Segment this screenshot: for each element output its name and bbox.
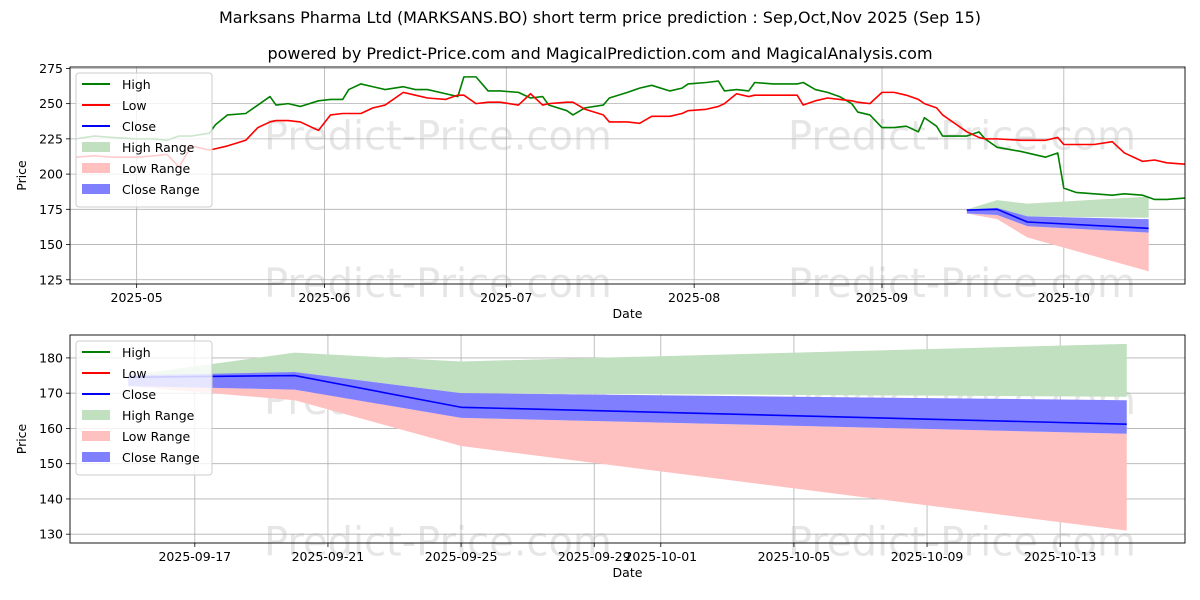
axes-frame [69, 66, 1186, 285]
legend: High Low Close High Range Low Range Close Ran… [75, 72, 213, 208]
x-tick-label: 2025-10-09 [891, 549, 964, 564]
legend-label: Low [122, 98, 147, 113]
x-axis-label: Date [613, 306, 643, 321]
legend-swatch-patch [82, 410, 110, 420]
x-tick-label: 2025-09-21 [292, 549, 365, 564]
legend-label: Close [122, 387, 156, 402]
legend-swatch-patch [82, 163, 110, 173]
x-tick-label: 2025-10 [1038, 290, 1090, 305]
y-axis-label: Price [14, 423, 29, 454]
plot-area [75, 76, 1185, 272]
watermark-text: Predict-Price.com [788, 519, 1136, 565]
low-range-band [128, 386, 1127, 531]
legend-swatch-patch [82, 142, 110, 152]
high-range-band [966, 196, 1149, 218]
x-axis-label: Date [613, 565, 643, 580]
legend-label: Low Range [122, 429, 191, 444]
x-tick-label: 2025-10-05 [758, 549, 831, 564]
legend-label: Low Range [122, 161, 191, 176]
legend-label: High [122, 345, 151, 360]
y-tick-label: 250 [39, 96, 63, 111]
panel-bottom: Predict-Price.comPredict-Price.comPredic… [14, 334, 1186, 580]
chart-title: Marksans Pharma Ltd (MARKSANS.BO) short … [218, 8, 981, 27]
x-tick-label: 2025-07 [480, 290, 532, 305]
y-tick-label: 175 [39, 202, 63, 217]
legend-label: Close Range [122, 182, 200, 197]
x-tick-label: 2025-09 [856, 290, 908, 305]
y-tick-label: 180 [39, 350, 63, 365]
axes-frame [69, 334, 1186, 544]
chart-subtitle: powered by Predict-Price.com and Magical… [267, 44, 933, 63]
legend-swatch-patch [82, 431, 110, 441]
y-axis-label: Price [14, 160, 29, 191]
close-line [966, 208, 1149, 230]
y-tick-label: 275 [39, 61, 63, 76]
y-tick-label: 140 [39, 491, 63, 506]
legend-box [75, 340, 213, 476]
y-tick-label: 150 [39, 456, 63, 471]
legend: High Low Close High Range Low Range Close Ran… [75, 340, 213, 476]
x-tick-label: 2025-10-13 [1024, 549, 1097, 564]
low-line [75, 91, 1185, 168]
x-tick-label: 2025-08 [668, 290, 720, 305]
low-range-band [966, 213, 1149, 272]
legend-box [75, 72, 213, 208]
y-tick-label: 130 [39, 527, 63, 542]
plot-area [128, 343, 1127, 531]
x-tick-label: 2025-09-17 [158, 549, 231, 564]
high-line [75, 76, 1185, 201]
x-tick-label: 2025-09-29 [558, 549, 631, 564]
legend-label: Close [122, 119, 156, 134]
high-range-band [128, 343, 1127, 397]
legend-swatch-patch [82, 452, 110, 462]
legend-label: High [122, 77, 151, 92]
legend-label: Low [122, 366, 147, 381]
x-tick-label: 2025-10-01 [624, 549, 697, 564]
legend-label: High Range [122, 408, 195, 423]
watermark-text: Predict-Price.com [264, 113, 612, 159]
y-tick-label: 160 [39, 421, 63, 436]
x-tick-label: 2025-05 [111, 290, 163, 305]
x-tick-label: 2025-09-25 [425, 549, 498, 564]
legend-label: High Range [122, 140, 195, 155]
x-tick-label: 2025-06 [298, 290, 350, 305]
watermark-text: Predict-Price.com [264, 519, 612, 565]
y-tick-label: 125 [39, 272, 63, 287]
y-tick-label: 200 [39, 167, 63, 182]
y-tick-label: 150 [39, 237, 63, 252]
legend-swatch-patch [82, 184, 110, 194]
legend-label: Close Range [122, 450, 200, 465]
y-tick-label: 225 [39, 131, 63, 146]
panel-top: Predict-Price.com Predict-Price.comPredic… [14, 61, 1186, 321]
y-tick-label: 170 [39, 386, 63, 401]
